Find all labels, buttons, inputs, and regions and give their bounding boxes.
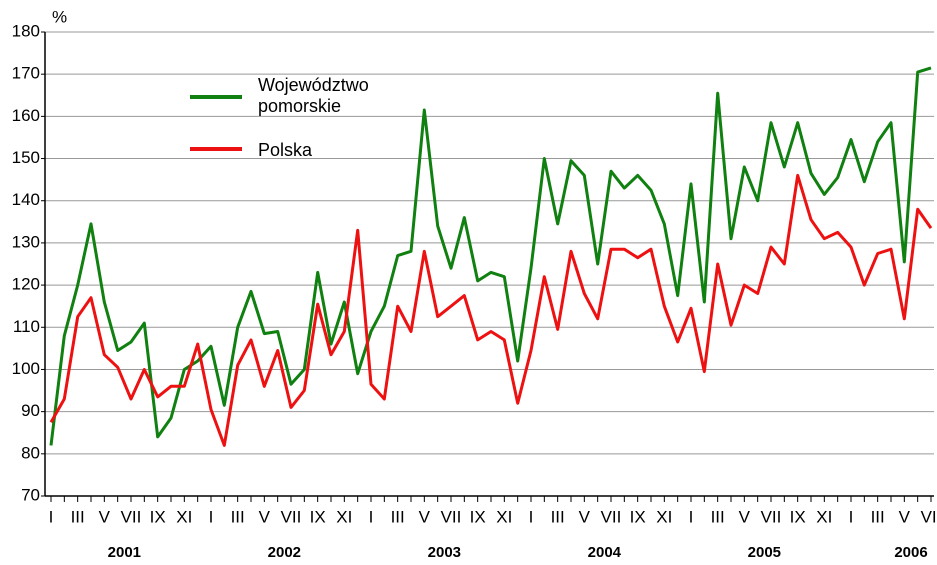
x-tick-label: IX xyxy=(150,507,166,526)
x-tick-label: VII xyxy=(121,507,142,526)
y-tick-label: 140 xyxy=(12,190,40,209)
y-axis-label: % xyxy=(52,7,67,26)
x-tick-label: I xyxy=(529,507,534,526)
year-label: 2002 xyxy=(268,544,301,561)
x-tick-label: V xyxy=(419,507,431,526)
x-tick-label: VII xyxy=(441,507,462,526)
x-tick-label: XI xyxy=(176,507,192,526)
series-line xyxy=(49,173,933,447)
x-tick-label: III xyxy=(711,507,725,526)
year-label: 2003 xyxy=(428,544,461,561)
x-tick-label: VII xyxy=(281,507,302,526)
y-tick-label: 80 xyxy=(21,443,40,462)
x-tick-label: I xyxy=(689,507,694,526)
x-tick-label: V xyxy=(579,507,591,526)
y-tick-label: 70 xyxy=(21,485,40,504)
legend-label: Polska xyxy=(258,140,313,160)
x-tick-label: XI xyxy=(656,507,672,526)
y-tick-label: 130 xyxy=(12,232,40,251)
y-tick-label: 90 xyxy=(21,401,40,420)
x-tick-label: V xyxy=(899,507,911,526)
x-tick-label: IX xyxy=(790,507,806,526)
x-tick-label: XI xyxy=(496,507,512,526)
x-tick-label: V xyxy=(739,507,751,526)
y-tick-label: 160 xyxy=(12,106,40,125)
x-tick-label: III xyxy=(551,507,565,526)
x-tick-label: I xyxy=(49,507,54,526)
year-label: 2005 xyxy=(748,544,781,561)
x-tick-label: III xyxy=(871,507,885,526)
y-tick-label: 180 xyxy=(12,21,40,40)
y-tick-label: 150 xyxy=(12,148,40,167)
year-label: 2004 xyxy=(588,544,622,561)
x-tick-label: V xyxy=(99,507,111,526)
x-tick-label: III xyxy=(71,507,85,526)
y-tick-label: 120 xyxy=(12,275,40,294)
x-tick-label: IX xyxy=(310,507,326,526)
year-label: 2001 xyxy=(108,544,141,561)
x-tick-label: I xyxy=(209,507,214,526)
x-tick-label: III xyxy=(391,507,405,526)
x-tick-label: IX xyxy=(630,507,646,526)
legend-label: Województwo pomorskie xyxy=(258,75,369,116)
x-tick-label: XI xyxy=(336,507,352,526)
x-tick-label: I xyxy=(369,507,374,526)
x-tick-label: III xyxy=(231,507,245,526)
x-tick-label: VII xyxy=(921,507,937,526)
y-tick-label: 170 xyxy=(12,64,40,83)
y-tick-label: 110 xyxy=(13,317,40,336)
x-tick-label: VII xyxy=(761,507,782,526)
x-tick-label: IX xyxy=(470,507,486,526)
series-line xyxy=(49,66,932,446)
x-tick-label: XI xyxy=(816,507,832,526)
x-tick-label: V xyxy=(259,507,271,526)
year-label: 2006 xyxy=(894,544,927,561)
x-tick-label: I xyxy=(849,507,854,526)
x-tick-label: VII xyxy=(601,507,622,526)
y-tick-label: 100 xyxy=(12,359,40,378)
